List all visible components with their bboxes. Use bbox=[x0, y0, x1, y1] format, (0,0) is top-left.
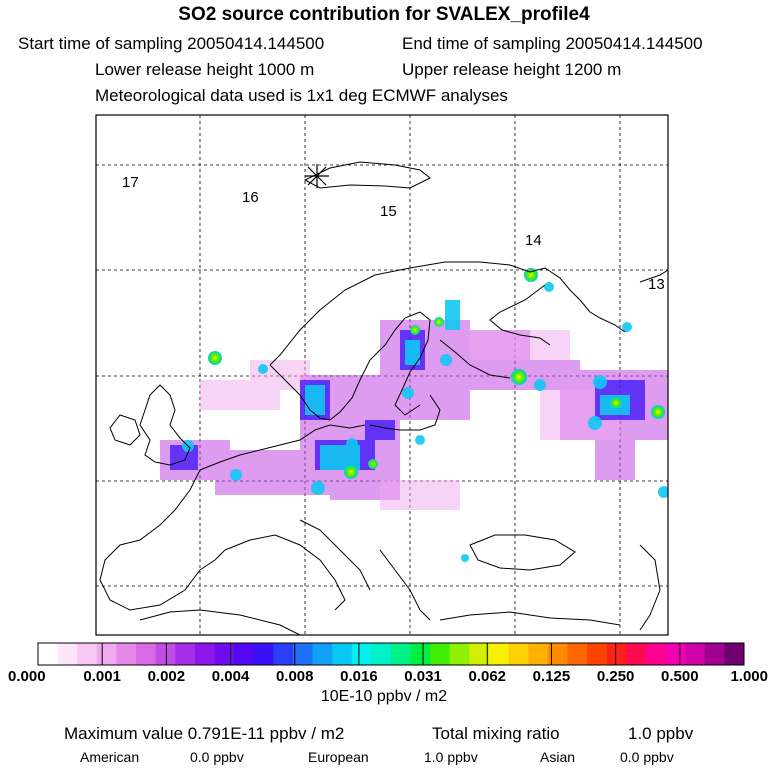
legend-swatch bbox=[665, 643, 686, 665]
plot-title: SO2 source contribution for SVALEX_profi… bbox=[178, 4, 590, 25]
breakdown-name-european: European bbox=[308, 749, 369, 765]
legend-tick-label: 0.001 bbox=[83, 668, 121, 685]
legend-swatch bbox=[606, 643, 627, 665]
start-time-text: Start time of sampling 20050414.144500 bbox=[18, 34, 325, 53]
legend-swatch bbox=[528, 643, 549, 665]
breakdown-name-american: American bbox=[80, 749, 140, 765]
met-data-text: Meteorological data used is 1x1 deg ECMW… bbox=[95, 86, 508, 105]
coastlines bbox=[99, 161, 668, 635]
legend-swatch bbox=[449, 643, 470, 665]
legend-swatch bbox=[371, 643, 392, 665]
legend-swatch bbox=[626, 643, 647, 665]
legend-swatch bbox=[547, 643, 568, 665]
legend-swatch bbox=[57, 643, 78, 665]
legend-ticks bbox=[37, 643, 745, 665]
legend-tick-label: 1.000 bbox=[730, 668, 768, 685]
asterisk-star-icon bbox=[305, 164, 329, 188]
legend-swatch bbox=[391, 643, 412, 665]
trajectory-label-15: 15 bbox=[380, 203, 397, 220]
trajectory-label-17: 17 bbox=[122, 174, 139, 191]
legend-swatch bbox=[430, 643, 451, 665]
legend-swatch bbox=[332, 643, 353, 665]
legend-swatch bbox=[508, 643, 529, 665]
legend-swatch bbox=[704, 643, 725, 665]
legend-swatch bbox=[469, 643, 490, 665]
legend-swatch bbox=[77, 643, 98, 665]
lower-height-text: Lower release height 1000 m bbox=[95, 60, 315, 79]
legend-swatch bbox=[116, 643, 137, 665]
trajectory-label-14: 14 bbox=[525, 232, 542, 249]
upper-height-text: Upper release height 1200 m bbox=[402, 60, 622, 79]
legend-swatch bbox=[214, 643, 235, 665]
legend-swatch bbox=[253, 643, 274, 665]
legend-swatch bbox=[489, 643, 510, 665]
maximum-value-text: Maximum value 0.791E-11 ppbv / m2 bbox=[64, 724, 345, 743]
legend-swatch bbox=[155, 643, 176, 665]
breakdown-value-asian: 0.0 ppbv bbox=[620, 749, 674, 765]
legend-tick-label: 0.500 bbox=[661, 668, 699, 685]
legend-swatch bbox=[587, 643, 608, 665]
legend-swatch bbox=[724, 643, 745, 665]
legend-swatch bbox=[234, 643, 255, 665]
trajectory-label-13: 13 bbox=[648, 276, 665, 293]
total-mixing-ratio-value: 1.0 ppbv bbox=[628, 724, 694, 743]
legend-swatch bbox=[410, 643, 431, 665]
legend-swatch bbox=[175, 643, 196, 665]
breakdown-value-american: 0.0 ppbv bbox=[190, 749, 244, 765]
trajectory-label-16: 16 bbox=[242, 189, 259, 206]
legend-tick-label: 0.016 bbox=[340, 668, 378, 685]
legend-unit: 10E-10 ppbv / m2 bbox=[320, 688, 448, 705]
legend-colorbar bbox=[37, 642, 745, 666]
legend-swatch bbox=[136, 643, 157, 665]
legend-tick-label: 0.031 bbox=[404, 668, 442, 685]
legend-swatch bbox=[351, 643, 372, 665]
legend-swatch bbox=[645, 643, 666, 665]
map-frame bbox=[95, 114, 669, 636]
legend-tick-label: 0.002 bbox=[147, 668, 186, 685]
legend-swatch bbox=[194, 643, 215, 665]
legend-swatch bbox=[38, 643, 59, 665]
legend-swatch bbox=[312, 643, 333, 665]
legend-swatch bbox=[273, 643, 294, 665]
breakdown-name-asian: Asian bbox=[540, 749, 576, 765]
end-time-text: End time of sampling 20050414.144500 bbox=[402, 34, 703, 53]
legend-tick-label: 0.062 bbox=[468, 668, 507, 685]
so2-hotspots bbox=[208, 268, 665, 479]
legend-tick-label: 0.000 bbox=[8, 668, 46, 685]
legend-tick-label: 0.004 bbox=[211, 668, 250, 685]
breakdown-value-european: 1.0 ppbv bbox=[424, 749, 478, 765]
legend-tick-label: 0.008 bbox=[275, 668, 314, 685]
legend-swatch bbox=[567, 643, 588, 665]
legend-tick-label: 0.125 bbox=[532, 668, 571, 685]
total-mixing-ratio-label: Total mixing ratio bbox=[432, 724, 560, 743]
legend-swatch bbox=[292, 643, 313, 665]
legend-swatch bbox=[685, 643, 706, 665]
legend-swatch bbox=[96, 643, 117, 665]
legend-tick-label: 0.250 bbox=[596, 668, 635, 685]
